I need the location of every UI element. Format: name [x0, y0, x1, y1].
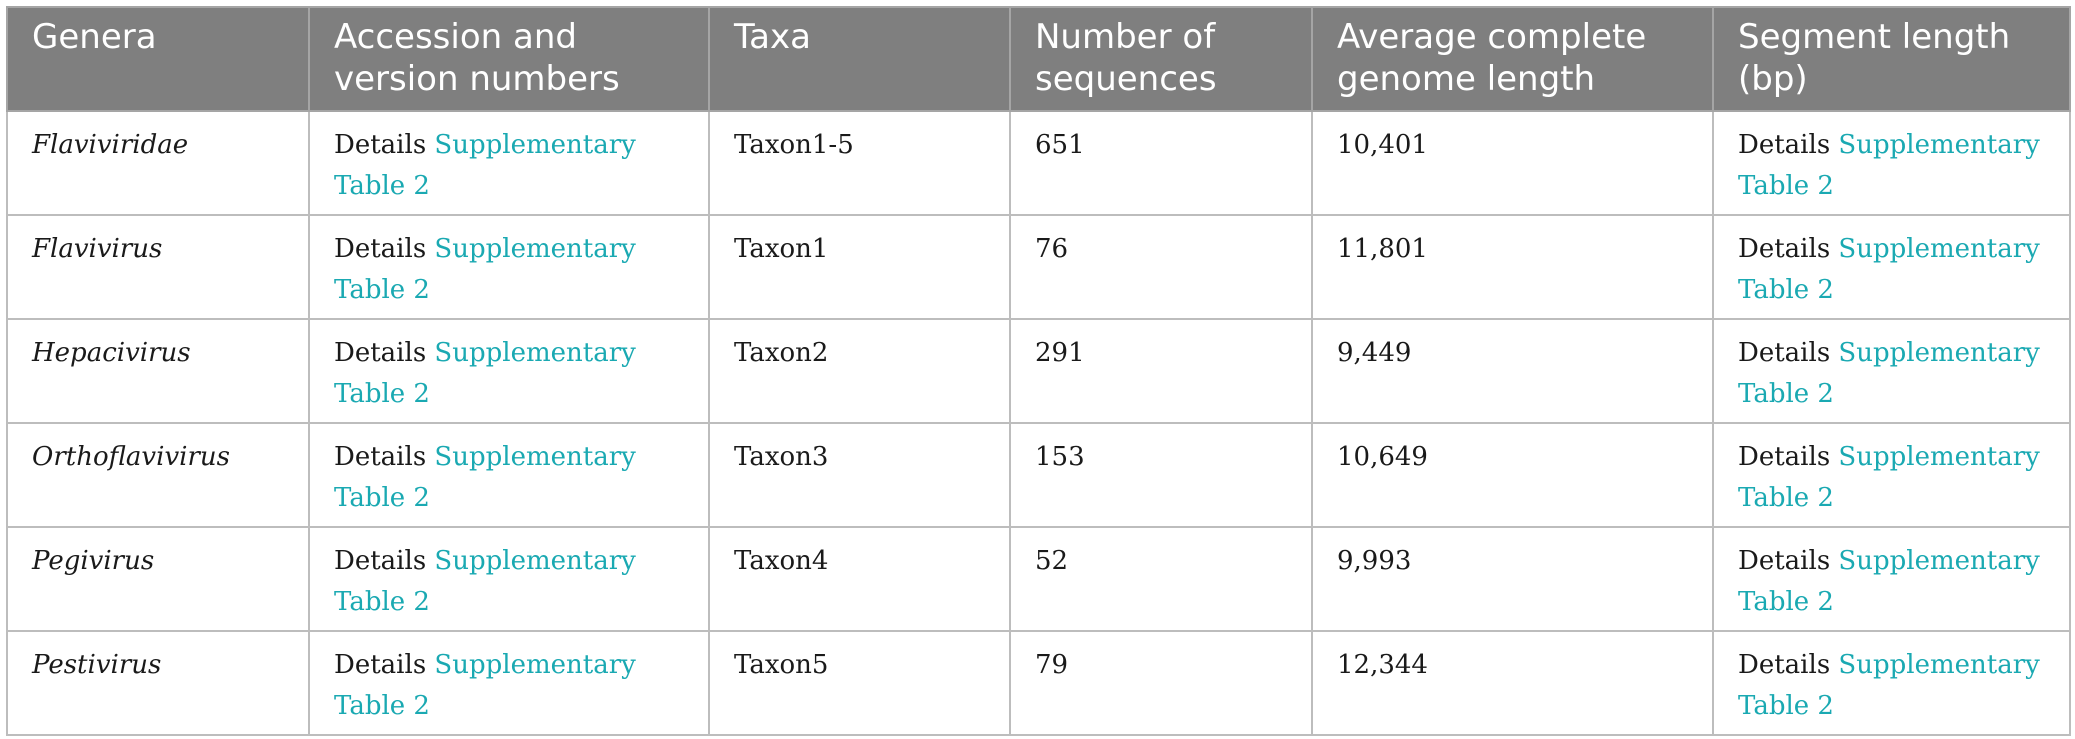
avg-length-cell: 10,649 — [1311, 422, 1714, 528]
segment-length-cell: Details Supplementary Table 2 — [1712, 318, 2071, 424]
sequences-cell: 651 — [1009, 110, 1313, 216]
genus-name: Flaviviridae — [32, 130, 189, 160]
details-label: Details — [334, 442, 427, 472]
segment-length-cell: Details Supplementary Table 2 — [1712, 110, 2071, 216]
details-label: Details — [334, 650, 427, 680]
supplementary-table-link[interactable]: Supplementary Table 2 — [1738, 130, 2040, 201]
table-row: Pegivirus Details Supplementary Table 2 Ta… — [6, 526, 2071, 632]
sequences-cell: 79 — [1009, 630, 1313, 736]
genus-cell: Pegivirus — [6, 526, 310, 632]
header-taxa: Taxa — [708, 6, 1011, 112]
genera-table: Genera Accession and version numbers Tax… — [6, 6, 2071, 736]
header-sequences: Number of sequences — [1009, 6, 1313, 112]
sequences-cell: 52 — [1009, 526, 1313, 632]
sequences-cell: 153 — [1009, 422, 1313, 528]
details-label: Details — [1738, 234, 1831, 264]
supplementary-table-link[interactable]: Supplementary Table 2 — [1738, 338, 2040, 409]
details-label: Details — [334, 234, 427, 264]
segment-length-cell: Details Supplementary Table 2 — [1712, 526, 2071, 632]
table-body: Flaviviridae Details Supplementary Table … — [6, 110, 2071, 736]
details-label: Details — [1738, 442, 1831, 472]
avg-length-cell: 9,449 — [1311, 318, 1714, 424]
sequences-cell: 76 — [1009, 214, 1313, 320]
header-genera: Genera — [6, 6, 310, 112]
supplementary-table-link[interactable]: Supplementary Table 2 — [334, 442, 636, 513]
avg-length-cell: 11,801 — [1311, 214, 1714, 320]
supplementary-table-link[interactable]: Supplementary Table 2 — [334, 650, 636, 721]
avg-length-cell: 12,344 — [1311, 630, 1714, 736]
header-row: Genera Accession and version numbers Tax… — [6, 6, 2071, 112]
supplementary-table-link[interactable]: Supplementary Table 2 — [1738, 546, 2040, 617]
segment-length-cell: Details Supplementary Table 2 — [1712, 214, 2071, 320]
genus-cell: Flaviviridae — [6, 110, 310, 216]
supplementary-table-link[interactable]: Supplementary Table 2 — [334, 234, 636, 305]
segment-length-cell: Details Supplementary Table 2 — [1712, 422, 2071, 528]
details-label: Details — [1738, 130, 1831, 160]
avg-length-cell: 9,993 — [1311, 526, 1714, 632]
table-row: Hepacivirus Details Supplementary Table 2… — [6, 318, 2071, 424]
genus-cell: Orthoflavivirus — [6, 422, 310, 528]
header-accession: Accession and version numbers — [308, 6, 710, 112]
accession-cell: Details Supplementary Table 2 — [308, 110, 710, 216]
details-label: Details — [334, 338, 427, 368]
supplementary-table-link[interactable]: Supplementary Table 2 — [334, 130, 636, 201]
table-row: Flaviviridae Details Supplementary Table … — [6, 110, 2071, 216]
details-label: Details — [334, 546, 427, 576]
accession-cell: Details Supplementary Table 2 — [308, 422, 710, 528]
accession-cell: Details Supplementary Table 2 — [308, 630, 710, 736]
taxa-cell: Taxon1-5 — [708, 110, 1011, 216]
sequences-cell: 291 — [1009, 318, 1313, 424]
details-label: Details — [1738, 546, 1831, 576]
segment-length-cell: Details Supplementary Table 2 — [1712, 630, 2071, 736]
genus-name: Pegivirus — [32, 546, 155, 576]
header-segment-length: Segment length (bp) — [1712, 6, 2071, 112]
table-row: Orthoflavivirus Details Supplementary Tab… — [6, 422, 2071, 528]
avg-length-cell: 10,401 — [1311, 110, 1714, 216]
supplementary-table-link[interactable]: Supplementary Table 2 — [1738, 234, 2040, 305]
genus-name: Orthoflavivirus — [32, 442, 230, 472]
supplementary-table-link[interactable]: Supplementary Table 2 — [334, 338, 636, 409]
details-label: Details — [334, 130, 427, 160]
taxa-cell: Taxon4 — [708, 526, 1011, 632]
accession-cell: Details Supplementary Table 2 — [308, 526, 710, 632]
supplementary-table-link[interactable]: Supplementary Table 2 — [334, 546, 636, 617]
genus-name: Hepacivirus — [32, 338, 191, 368]
genus-cell: Hepacivirus — [6, 318, 310, 424]
taxa-cell: Taxon2 — [708, 318, 1011, 424]
genus-name: Flavivirus — [32, 234, 163, 264]
taxa-cell: Taxon1 — [708, 214, 1011, 320]
genus-cell: Pestivirus — [6, 630, 310, 736]
supplementary-table-link[interactable]: Supplementary Table 2 — [1738, 442, 2040, 513]
accession-cell: Details Supplementary Table 2 — [308, 214, 710, 320]
details-label: Details — [1738, 650, 1831, 680]
genus-cell: Flavivirus — [6, 214, 310, 320]
taxa-cell: Taxon3 — [708, 422, 1011, 528]
accession-cell: Details Supplementary Table 2 — [308, 318, 710, 424]
genus-name: Pestivirus — [32, 650, 162, 680]
taxa-cell: Taxon5 — [708, 630, 1011, 736]
details-label: Details — [1738, 338, 1831, 368]
supplementary-table-link[interactable]: Supplementary Table 2 — [1738, 650, 2040, 721]
table-header: Genera Accession and version numbers Tax… — [6, 6, 2071, 112]
header-avg-length: Average complete genome length — [1311, 6, 1714, 112]
